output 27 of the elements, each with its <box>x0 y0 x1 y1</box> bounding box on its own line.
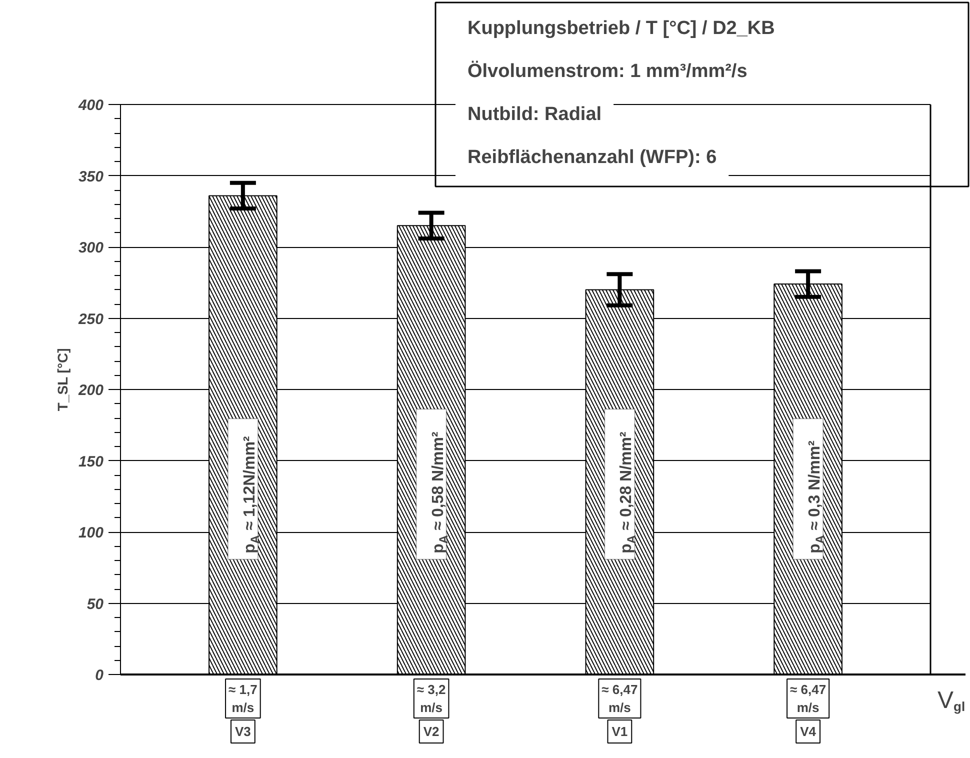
y-tick-label: 350 <box>78 168 104 186</box>
y-tick-label: 0 <box>95 667 104 684</box>
text: ≈ 6,47 m/s <box>602 682 638 715</box>
x-tick-label: V3 <box>234 724 251 739</box>
annotation: Nutbild: Radial <box>468 104 602 125</box>
text: ≈ 6,47 m/s <box>790 682 826 715</box>
annotation: Reibflächenanzahl (WFP): 6 <box>468 147 717 168</box>
x-tick-label: V1 <box>612 724 628 739</box>
y-tick-label: 100 <box>78 524 104 542</box>
y-tick-label: 300 <box>78 240 104 256</box>
x-tick-label: V2 <box>423 724 440 739</box>
annotation: pA ≈ 1,12N/mm² <box>241 436 262 554</box>
x-tick-label: V4 <box>800 724 817 739</box>
annotation: pA ≈ 0,28 N/mm² <box>618 432 639 554</box>
y-tick-label: 250 <box>77 310 104 328</box>
y-tick-label: 400 <box>77 97 104 114</box>
annotation: pA ≈ 0,58 N/mm² <box>430 432 450 554</box>
annotation: pA ≈ 0,3 N/mm² <box>806 440 828 554</box>
x-axis-title: Vgl <box>938 687 966 714</box>
text: ≈ 1,7 m/s <box>228 682 258 715</box>
chart-title: Kupplungsbetrieb / T [°C] / D2_KB <box>468 18 775 39</box>
y-axis-title: T_SL [°C] <box>54 348 70 412</box>
y-tick-label: 50 <box>86 596 104 613</box>
y-tick-label: 200 <box>77 382 104 399</box>
text: Ölvolumenstrom: 1 mm³/mm²/s <box>468 60 748 82</box>
text: ≈ 3,2 m/s <box>416 682 446 715</box>
y-tick-label: 150 <box>78 453 104 470</box>
